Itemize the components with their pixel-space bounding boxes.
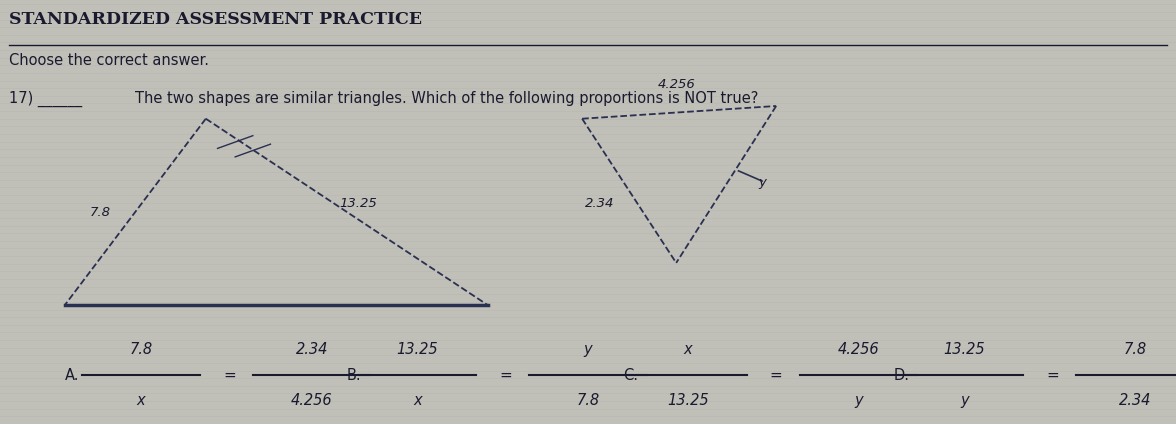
Text: 13.25: 13.25: [340, 197, 377, 210]
Text: =: =: [223, 368, 235, 383]
Text: 2.34: 2.34: [295, 342, 328, 357]
Text: 13.25: 13.25: [943, 342, 985, 357]
Text: 4.256: 4.256: [290, 393, 333, 408]
Text: 2.34: 2.34: [1118, 393, 1151, 408]
Text: y: y: [960, 393, 969, 408]
Text: STANDARDIZED ASSESSMENT PRACTICE: STANDARDIZED ASSESSMENT PRACTICE: [9, 11, 422, 28]
Text: 13.25: 13.25: [667, 393, 709, 408]
Text: y: y: [583, 342, 593, 357]
Text: 4.256: 4.256: [657, 78, 695, 91]
Text: 7.8: 7.8: [129, 342, 153, 357]
Text: x: x: [683, 342, 693, 357]
Text: x: x: [413, 393, 422, 408]
Text: y: y: [759, 176, 766, 189]
Text: x: x: [136, 393, 146, 408]
Text: A.: A.: [65, 368, 79, 383]
Text: =: =: [770, 368, 782, 383]
Text: 7.8: 7.8: [1123, 342, 1147, 357]
Text: 2.34: 2.34: [586, 197, 614, 210]
Text: y: y: [854, 393, 863, 408]
Text: Choose the correct answer.: Choose the correct answer.: [9, 53, 209, 68]
Text: =: =: [1047, 368, 1058, 383]
Text: The two shapes are similar triangles. Which of the following proportions is NOT : The two shapes are similar triangles. Wh…: [135, 91, 759, 106]
Text: D.: D.: [894, 368, 910, 383]
Text: C.: C.: [623, 368, 639, 383]
Text: 7.8: 7.8: [89, 206, 111, 218]
Text: 17) ______: 17) ______: [9, 91, 82, 107]
Text: 4.256: 4.256: [837, 342, 880, 357]
Text: 7.8: 7.8: [576, 393, 600, 408]
Text: B.: B.: [347, 368, 361, 383]
Text: =: =: [500, 368, 512, 383]
Text: 13.25: 13.25: [396, 342, 439, 357]
